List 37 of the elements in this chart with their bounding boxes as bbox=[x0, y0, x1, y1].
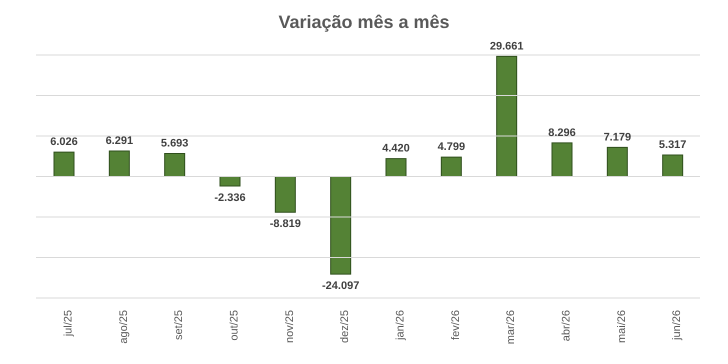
data-label: 5.317 bbox=[658, 138, 686, 151]
bar bbox=[440, 156, 462, 177]
x-tick-label: mai/26 bbox=[616, 310, 628, 344]
bar bbox=[496, 56, 518, 177]
data-label: -2.336 bbox=[214, 192, 246, 204]
x-tick-label: jan/26 bbox=[394, 310, 406, 341]
bar bbox=[552, 142, 572, 177]
x-tick-label: abr/26 bbox=[560, 310, 572, 342]
x-tick-label: ago/25 bbox=[118, 310, 130, 344]
data-label: 5.693 bbox=[160, 137, 188, 150]
data-label: 4.420 bbox=[382, 142, 410, 155]
x-tick-label: jun/26 bbox=[671, 310, 684, 341]
bar bbox=[54, 152, 74, 177]
bar bbox=[274, 176, 296, 213]
bar bbox=[386, 158, 406, 177]
data-label: 6.291 bbox=[106, 135, 134, 148]
bar bbox=[662, 154, 684, 177]
data-label: -24.097 bbox=[322, 280, 360, 292]
data-label: 6.026 bbox=[50, 136, 78, 148]
x-tick-label: nov/25 bbox=[284, 310, 296, 344]
x-tick-label: fev/26 bbox=[450, 310, 462, 340]
x-tick-label: mar/26 bbox=[505, 310, 518, 344]
chart-title: Variação mês a mês bbox=[277, 11, 451, 33]
data-label: 8.296 bbox=[548, 126, 576, 139]
bar bbox=[108, 150, 130, 177]
x-tick-label: set/25 bbox=[173, 310, 186, 340]
bar bbox=[606, 146, 628, 177]
data-label: -8.819 bbox=[270, 218, 301, 230]
bar bbox=[164, 152, 186, 177]
x-tick-label: jul/25 bbox=[62, 310, 74, 338]
bar bbox=[220, 176, 240, 186]
bar bbox=[330, 176, 352, 275]
x-tick-label: dez/25 bbox=[339, 310, 352, 344]
x-tick-label: out/25 bbox=[228, 310, 240, 341]
data-label: 7.179 bbox=[604, 131, 632, 144]
data-label: 29.661 bbox=[490, 40, 524, 52]
data-label: 4.799 bbox=[438, 141, 466, 154]
